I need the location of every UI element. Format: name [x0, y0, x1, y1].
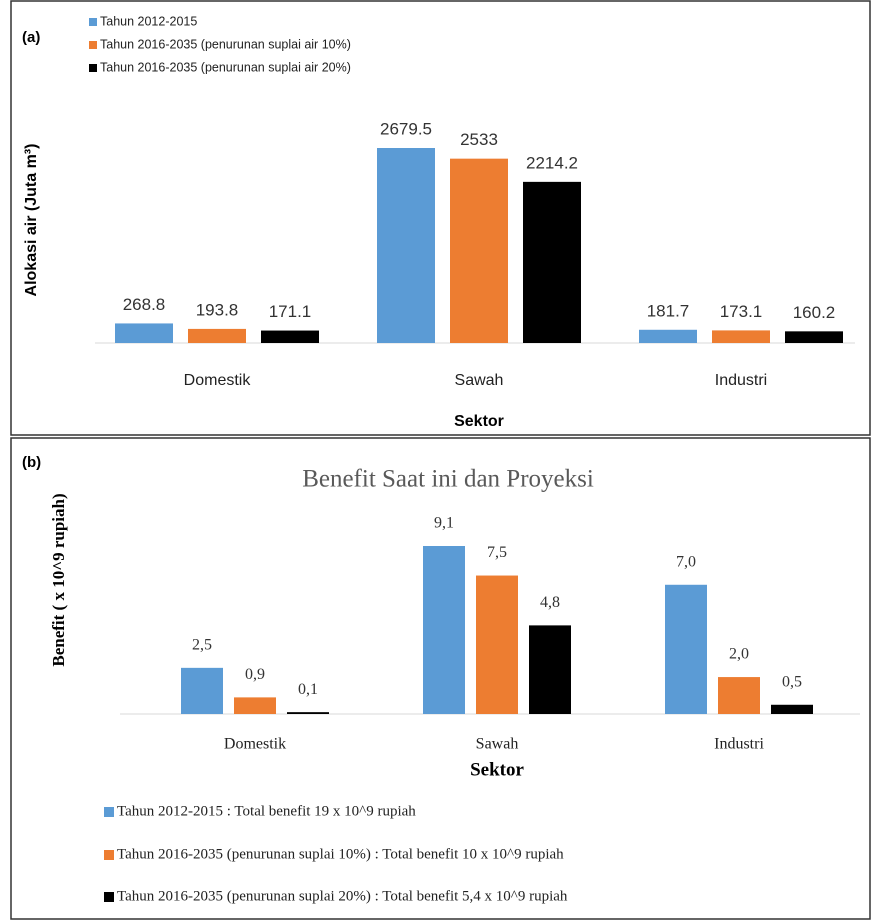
legend-swatch — [89, 64, 97, 72]
bar — [523, 181, 581, 343]
bar — [712, 330, 770, 343]
data-label: 2,0 — [729, 646, 749, 663]
bar — [261, 330, 319, 343]
x-tick-label: Sawah — [476, 736, 519, 753]
panel-label: (a) — [22, 29, 40, 46]
data-label: 268.8 — [123, 295, 166, 314]
bar — [785, 331, 843, 343]
data-label: 0,1 — [298, 681, 318, 698]
x-tick-label: Domestik — [184, 372, 252, 389]
x-axis-label: Sektor — [470, 759, 524, 780]
legend-swatch — [104, 892, 114, 902]
data-label: 4,8 — [540, 594, 560, 611]
y-axis-label: Alokasi air (Juta m³) — [23, 144, 40, 297]
legend-swatch — [104, 850, 114, 860]
panel-a-frame — [10, 0, 871, 436]
data-label: 173.1 — [720, 302, 763, 321]
bar — [181, 667, 223, 714]
bar — [115, 323, 173, 343]
x-tick-label: Industri — [714, 736, 764, 753]
x-tick-label: Domestik — [224, 736, 286, 753]
bar — [771, 704, 813, 714]
data-label: 9,1 — [434, 515, 454, 532]
x-tick-label: Industri — [715, 372, 767, 389]
bar — [639, 329, 697, 343]
legend-label: Tahun 2016-2035 (penurunan suplai 20%) :… — [117, 888, 568, 904]
data-label: 181.7 — [647, 301, 690, 320]
bar — [423, 546, 465, 714]
bar — [718, 677, 760, 714]
x-axis-label: Sektor — [454, 413, 504, 430]
bar — [476, 575, 518, 714]
legend-swatch — [104, 807, 114, 817]
data-label: 7,0 — [676, 553, 696, 570]
data-label: 2533 — [460, 130, 498, 149]
legend-label: Tahun 2016-2035 (penurunan suplai air 10… — [100, 37, 351, 51]
data-label: 0,9 — [245, 666, 265, 683]
bar — [450, 158, 508, 343]
bar — [529, 625, 571, 714]
bar — [377, 148, 435, 343]
x-tick-label: Sawah — [455, 372, 504, 389]
data-label: 0,5 — [782, 673, 802, 690]
data-label: 160.2 — [793, 303, 836, 322]
bar — [234, 697, 276, 714]
data-label: 2,5 — [192, 637, 212, 654]
legend-label: Tahun 2012-2015 : Total benefit 19 x 10^… — [117, 803, 416, 819]
legend-swatch — [89, 41, 97, 49]
bar — [188, 328, 246, 343]
legend-swatch — [89, 18, 97, 26]
bar — [665, 584, 707, 714]
panel-label: (b) — [22, 454, 41, 471]
data-label: 2679.5 — [380, 119, 432, 138]
legend-label: Tahun 2016-2035 (penurunan suplai 10%) :… — [117, 846, 564, 862]
data-label: 7,5 — [487, 544, 507, 561]
bar — [287, 712, 329, 714]
panel-b-frame — [10, 437, 871, 920]
legend-label: Tahun 2012-2015 — [100, 14, 197, 28]
data-label: 171.1 — [269, 302, 312, 321]
data-label: 2214.2 — [526, 153, 578, 172]
chart-title: Benefit Saat ini dan Proyeksi — [302, 466, 594, 493]
data-label: 193.8 — [196, 300, 239, 319]
y-axis-label: Benefit ( x 10^9 rupiah) — [49, 493, 68, 666]
legend-label: Tahun 2016-2035 (penurunan suplai air 20… — [100, 60, 351, 74]
